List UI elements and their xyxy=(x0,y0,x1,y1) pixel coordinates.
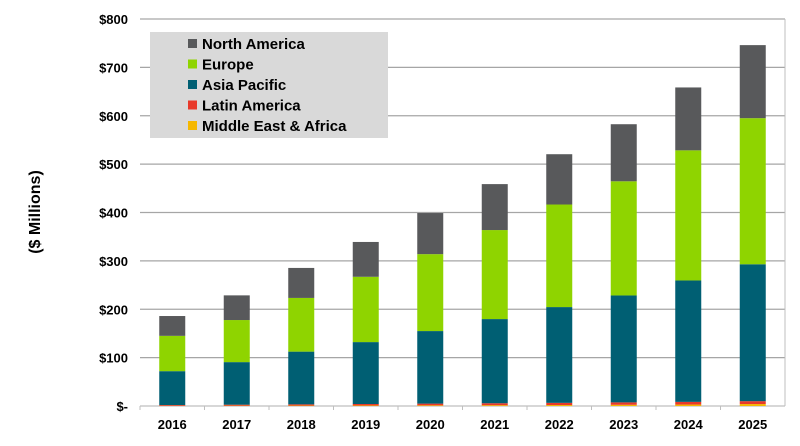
bar-segment-middle-east-africa xyxy=(610,404,637,406)
legend-label: Europe xyxy=(202,57,254,74)
bar-segment-europe xyxy=(223,320,250,363)
bar-segment-latin-america xyxy=(610,402,637,405)
x-tick-label: 2021 xyxy=(480,417,509,432)
bar-segment-europe xyxy=(481,230,508,320)
bar-segment-europe xyxy=(546,204,573,308)
legend-swatch xyxy=(188,59,197,69)
bar-segment-europe xyxy=(159,335,186,372)
bar-segment-middle-east-africa xyxy=(739,404,766,406)
bar-segment-middle-east-africa xyxy=(675,404,702,406)
legend-label: Middle East & Africa xyxy=(202,118,347,135)
bar-segment-latin-america xyxy=(288,404,315,406)
legend-label: North America xyxy=(202,36,305,53)
bar-segment-north-america xyxy=(481,184,508,231)
bar-segment-latin-america xyxy=(739,401,766,405)
x-tick-label: 2022 xyxy=(545,417,574,432)
bar-segment-north-america xyxy=(546,154,573,205)
bar-segment-north-america xyxy=(610,124,637,182)
x-tick-label: 2017 xyxy=(222,417,251,432)
bar-segment-north-america xyxy=(352,241,379,277)
bar-segment-europe xyxy=(417,254,444,332)
bar-segment-north-america xyxy=(159,316,186,336)
legend-swatch xyxy=(188,100,197,110)
y-tick-label: $100 xyxy=(99,351,128,366)
bar-segment-latin-america xyxy=(223,404,250,406)
y-tick-label: $500 xyxy=(99,157,128,172)
bar-segment-asia-pacific xyxy=(739,264,766,402)
y-tick-label: $200 xyxy=(99,302,128,317)
x-tick-label: 2023 xyxy=(609,417,638,432)
bar-segment-asia-pacific xyxy=(288,351,315,405)
y-tick-label: $- xyxy=(116,399,128,414)
bar-segment-asia-pacific xyxy=(223,362,250,405)
bar-segment-asia-pacific xyxy=(546,307,573,403)
y-axis-label: ($ Millions) xyxy=(27,170,44,254)
bar-segment-asia-pacific xyxy=(417,331,444,404)
bar-segment-asia-pacific xyxy=(610,295,637,403)
x-tick-label: 2016 xyxy=(158,417,187,432)
bar-segment-north-america xyxy=(288,267,315,298)
bar-segment-north-america xyxy=(739,45,766,119)
bar-segment-asia-pacific xyxy=(159,371,186,406)
legend-label: Asia Pacific xyxy=(202,77,286,94)
bar-segment-north-america xyxy=(675,87,702,151)
bar-segment-asia-pacific xyxy=(481,319,508,404)
bar-segment-asia-pacific xyxy=(352,342,379,405)
y-tick-label: $600 xyxy=(99,109,128,124)
bar-segment-latin-america xyxy=(417,403,444,406)
bar-segment-north-america xyxy=(223,295,250,321)
x-tick-label: 2024 xyxy=(674,417,704,432)
x-tick-label: 2018 xyxy=(287,417,316,432)
bar-segment-middle-east-africa xyxy=(417,405,444,406)
legend-swatch xyxy=(188,80,197,89)
bar-segment-asia-pacific xyxy=(675,280,702,402)
x-tick-label: 2020 xyxy=(416,417,445,432)
bar-segment-middle-east-africa xyxy=(546,405,573,406)
legend-swatch xyxy=(188,39,197,48)
y-tick-label: $300 xyxy=(99,254,128,269)
legend-swatch xyxy=(188,121,197,130)
bar-segment-europe xyxy=(610,181,637,296)
bar-segment-europe xyxy=(675,150,702,281)
bar-segment-latin-america xyxy=(352,404,379,406)
legend: North America Europe Asia Pacific Latin Ame… xyxy=(150,32,388,138)
bar-segment-latin-america xyxy=(481,403,508,406)
bar-segment-north-america xyxy=(417,213,444,255)
x-tick-label: 2019 xyxy=(351,417,380,432)
bar-segment-latin-america xyxy=(159,405,186,406)
bar-segment-europe xyxy=(352,276,379,343)
y-tick-label: $700 xyxy=(99,60,128,75)
bar-segment-europe xyxy=(288,297,315,352)
x-tick-label: 2025 xyxy=(738,417,767,432)
bar-segment-middle-east-africa xyxy=(481,405,508,406)
y-tick-label: $800 xyxy=(99,12,128,27)
bar-segment-europe xyxy=(739,118,766,265)
bar-segment-latin-america xyxy=(546,402,573,406)
legend-label: Latin America xyxy=(202,98,301,115)
bar-segment-latin-america xyxy=(675,401,702,405)
bar-segment-middle-east-africa xyxy=(352,405,379,406)
y-tick-label: $400 xyxy=(99,206,128,221)
